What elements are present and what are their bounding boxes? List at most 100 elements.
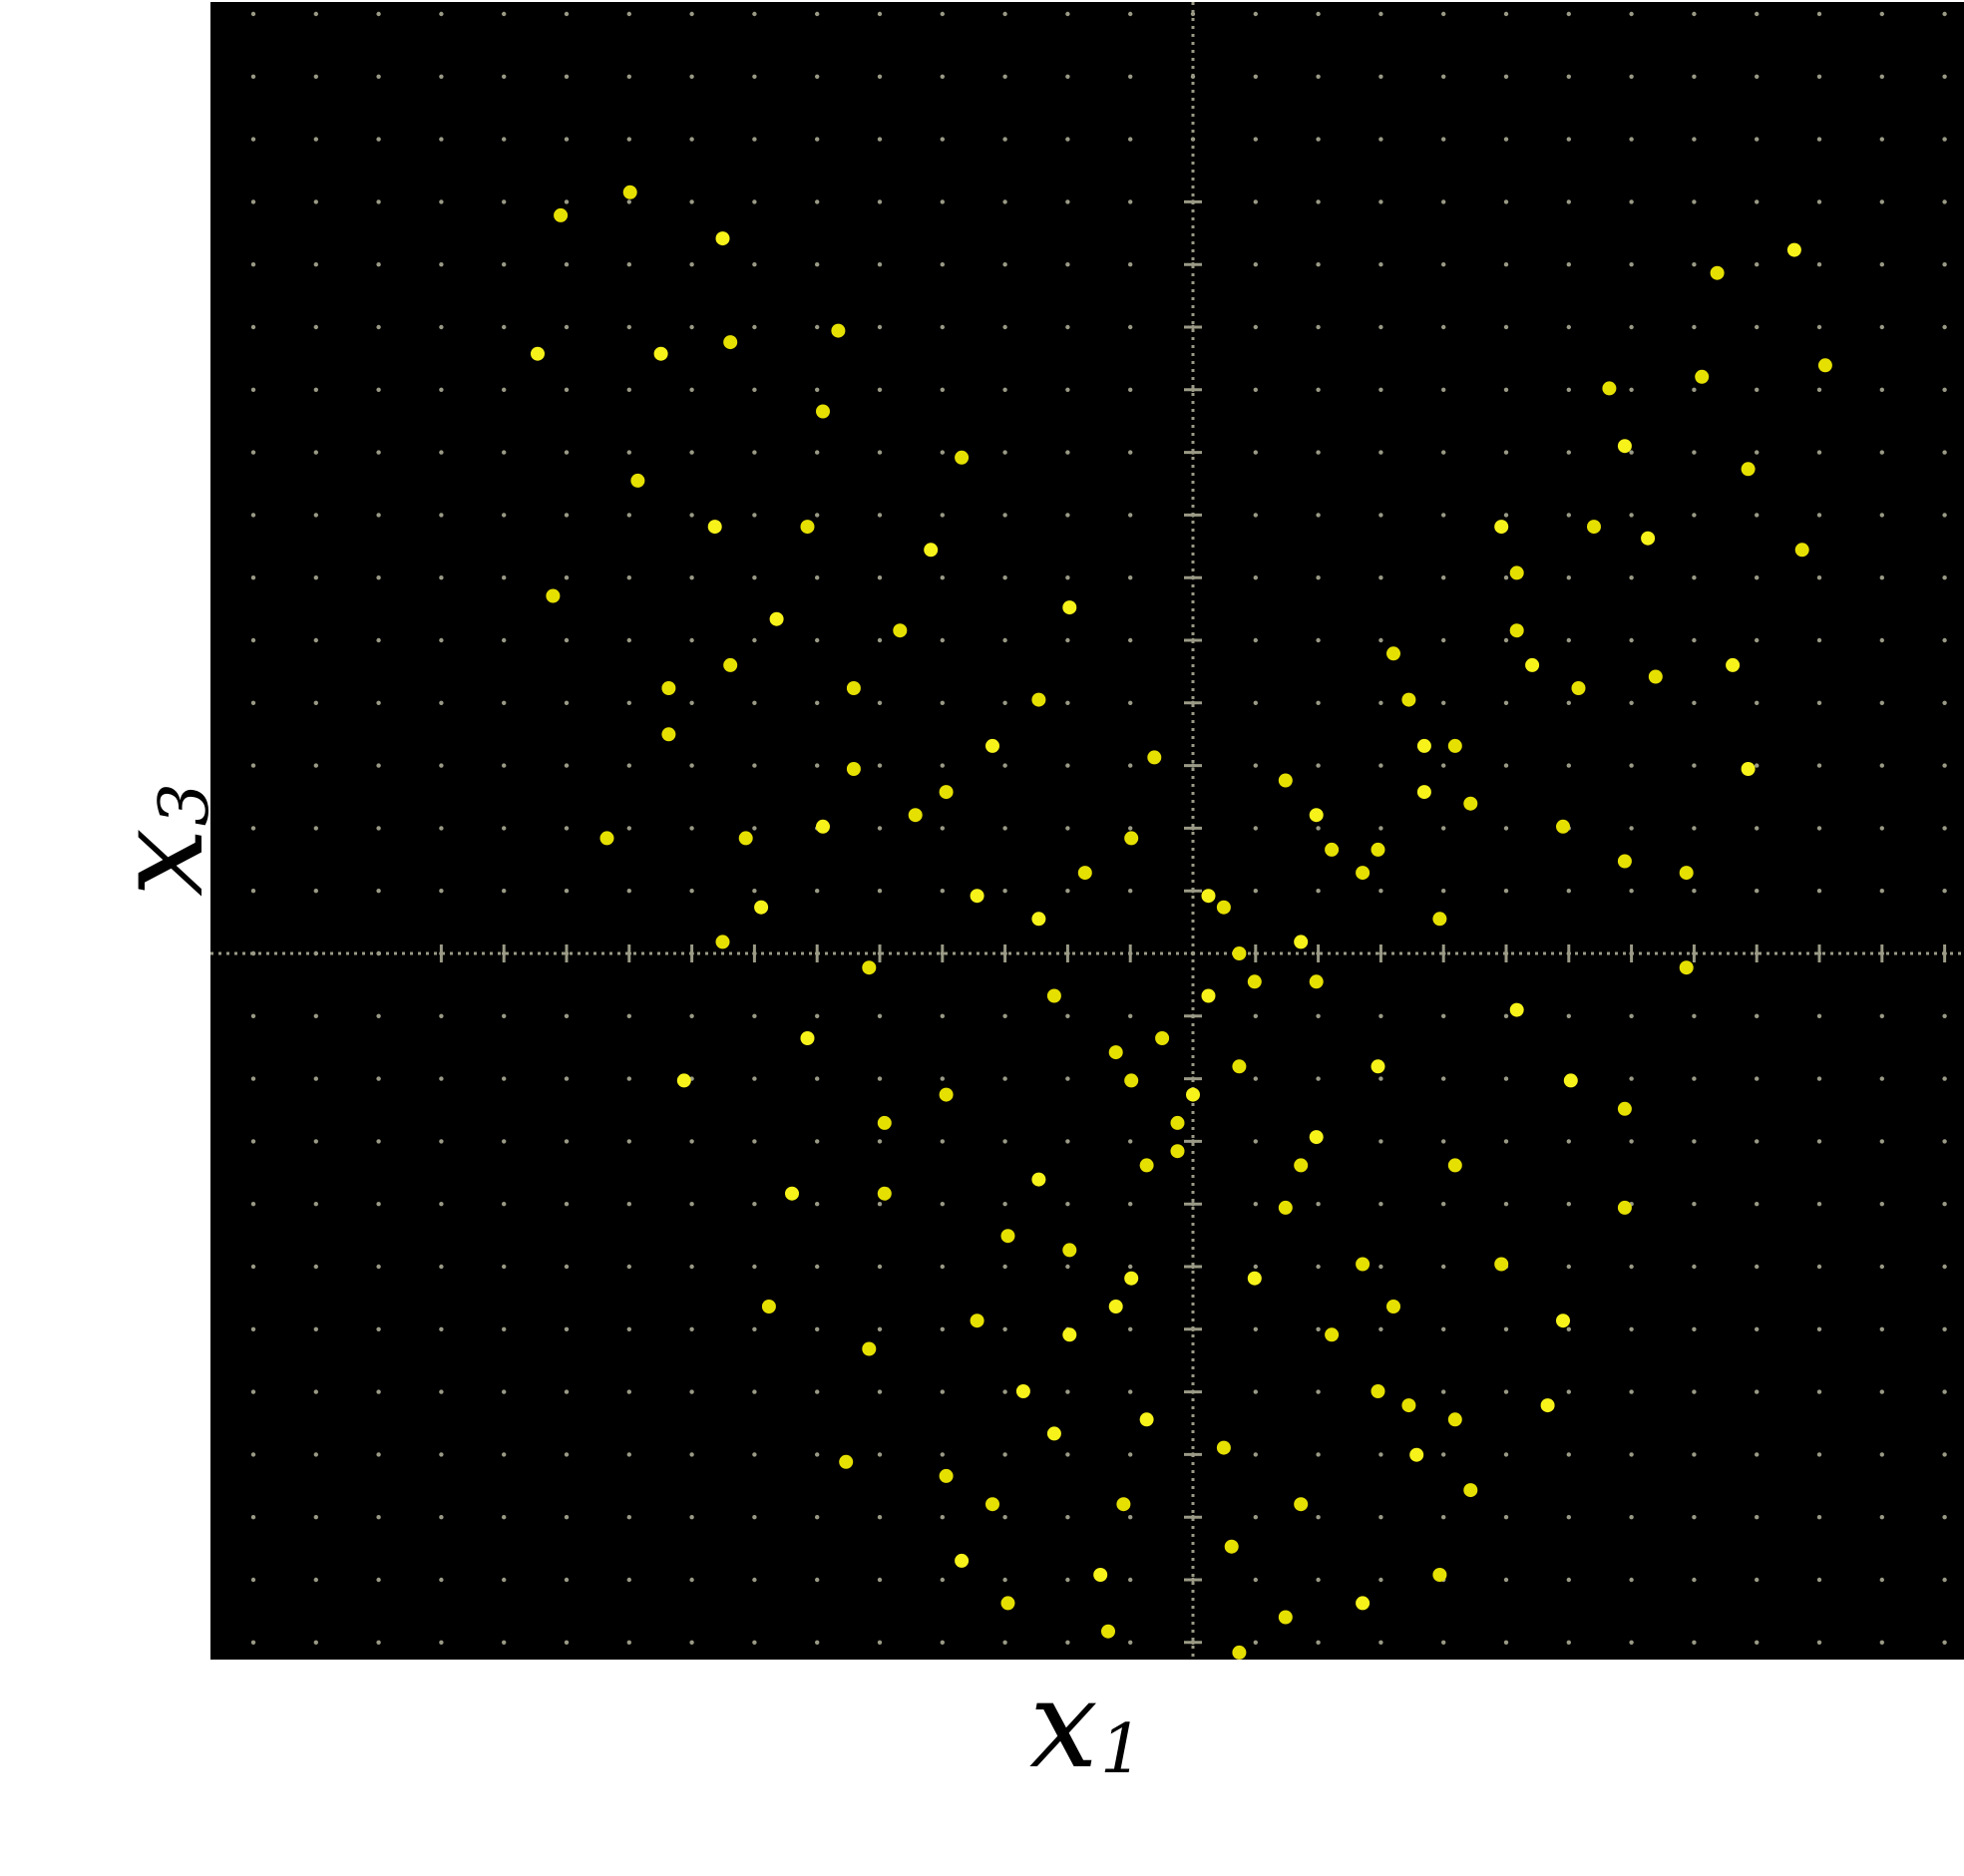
data-point	[1525, 657, 1540, 672]
grid-dot	[250, 763, 256, 768]
grid-dot	[689, 199, 694, 204]
grid-dot	[1128, 1515, 1133, 1520]
grid-dot	[313, 575, 318, 580]
grid-dot	[815, 1076, 820, 1081]
grid-dot	[1566, 11, 1572, 17]
grid-dot	[626, 1139, 631, 1144]
grid-dot	[1566, 1264, 1572, 1270]
grid-dot	[689, 1515, 694, 1520]
data-point	[1679, 960, 1694, 975]
grid-dot	[313, 763, 318, 768]
grid-dot	[1002, 1202, 1007, 1207]
grid-dot	[1128, 1013, 1133, 1018]
grid-dot	[1692, 1264, 1697, 1270]
grid-dot	[626, 1452, 631, 1457]
grid-dot	[502, 1389, 507, 1394]
grid-dot	[1441, 199, 1446, 204]
grid-dot	[313, 889, 318, 894]
grid-dot	[1629, 387, 1634, 392]
grid-dot	[1002, 11, 1007, 17]
grid-dot	[626, 324, 631, 330]
grid-dot	[1128, 450, 1133, 455]
grid-dot	[689, 450, 694, 455]
grid-dot	[1002, 262, 1007, 267]
grid-dot	[815, 11, 820, 17]
grid-dot	[564, 11, 570, 17]
data-point	[877, 1115, 892, 1130]
grid-dot	[1629, 1264, 1634, 1270]
grid-dot	[1503, 826, 1509, 831]
grid-dot	[376, 1452, 381, 1457]
grid-dot	[1755, 889, 1760, 894]
grid-dot	[564, 1515, 570, 1520]
attractor-trace	[531, 185, 1832, 1660]
grid-dot	[1816, 1264, 1822, 1270]
grid-dot	[564, 513, 570, 518]
grid-dot	[815, 1202, 820, 1207]
grid-dot	[1128, 262, 1133, 267]
grid-dot	[1128, 637, 1133, 643]
data-point	[1556, 1313, 1570, 1328]
grid-dot	[439, 513, 444, 518]
grid-dot	[1065, 1577, 1070, 1583]
grid-dot	[1128, 324, 1133, 330]
x-axis-label: x1	[1029, 1664, 1143, 1785]
grid-dot	[1692, 575, 1697, 580]
grid-dot	[815, 74, 820, 80]
grid-dot	[1629, 575, 1634, 580]
grid-dot	[564, 889, 570, 894]
grid-dot	[1253, 387, 1259, 392]
grid-dot	[940, 763, 945, 768]
grid-dot	[564, 137, 570, 142]
data-point	[1794, 543, 1809, 558]
grid-dot	[1378, 199, 1383, 204]
grid-dot	[877, 1013, 883, 1018]
grid-dot	[1503, 1640, 1509, 1646]
data-point	[661, 727, 676, 742]
grid-dot	[1942, 74, 1947, 80]
grid-dot	[815, 889, 820, 894]
grid-dot	[1253, 11, 1259, 17]
grid-dot	[1942, 1389, 1947, 1394]
grid-dot	[1816, 575, 1822, 580]
grid-dot	[1253, 324, 1259, 330]
grid-dot	[439, 1139, 444, 1144]
grid-dot	[502, 1202, 507, 1207]
grid-dot	[1942, 637, 1947, 643]
grid-dot	[439, 1326, 444, 1332]
grid-dot	[1942, 1076, 1947, 1081]
grid-dot	[1942, 199, 1947, 204]
grid-dot	[626, 1202, 631, 1207]
grid-dot	[1441, 1202, 1446, 1207]
grid-dot	[1692, 1326, 1697, 1332]
grid-dot	[1755, 199, 1760, 204]
data-point	[1817, 358, 1832, 373]
data-point	[831, 323, 846, 338]
grid-dot	[1566, 1202, 1572, 1207]
grid-dot	[1942, 700, 1947, 705]
grid-dot	[1441, 1264, 1446, 1270]
grid-dot	[689, 1202, 694, 1207]
data-point	[1000, 1229, 1015, 1244]
grid-dot	[1816, 1202, 1822, 1207]
grid-dot	[1378, 889, 1383, 894]
data-point	[800, 1031, 815, 1045]
grid-dot	[1879, 889, 1885, 894]
grid-dot	[1378, 575, 1383, 580]
data-point	[1309, 808, 1324, 823]
grid-dot	[1692, 1076, 1697, 1081]
grid-dot	[1816, 763, 1822, 768]
grid-dot	[1002, 199, 1007, 204]
grid-dot	[502, 450, 507, 455]
grid-dot	[689, 1452, 694, 1457]
grid-dot	[502, 137, 507, 142]
grid-dot	[1755, 1202, 1760, 1207]
grid-dot	[752, 1013, 757, 1018]
grid-dot	[1755, 1389, 1760, 1394]
grid-dot	[1755, 1013, 1760, 1018]
grid-dot	[1128, 1389, 1133, 1394]
grid-dot	[439, 1202, 444, 1207]
grid-dot	[313, 1577, 318, 1583]
data-point	[1401, 692, 1416, 707]
grid-dot	[1316, 262, 1321, 267]
